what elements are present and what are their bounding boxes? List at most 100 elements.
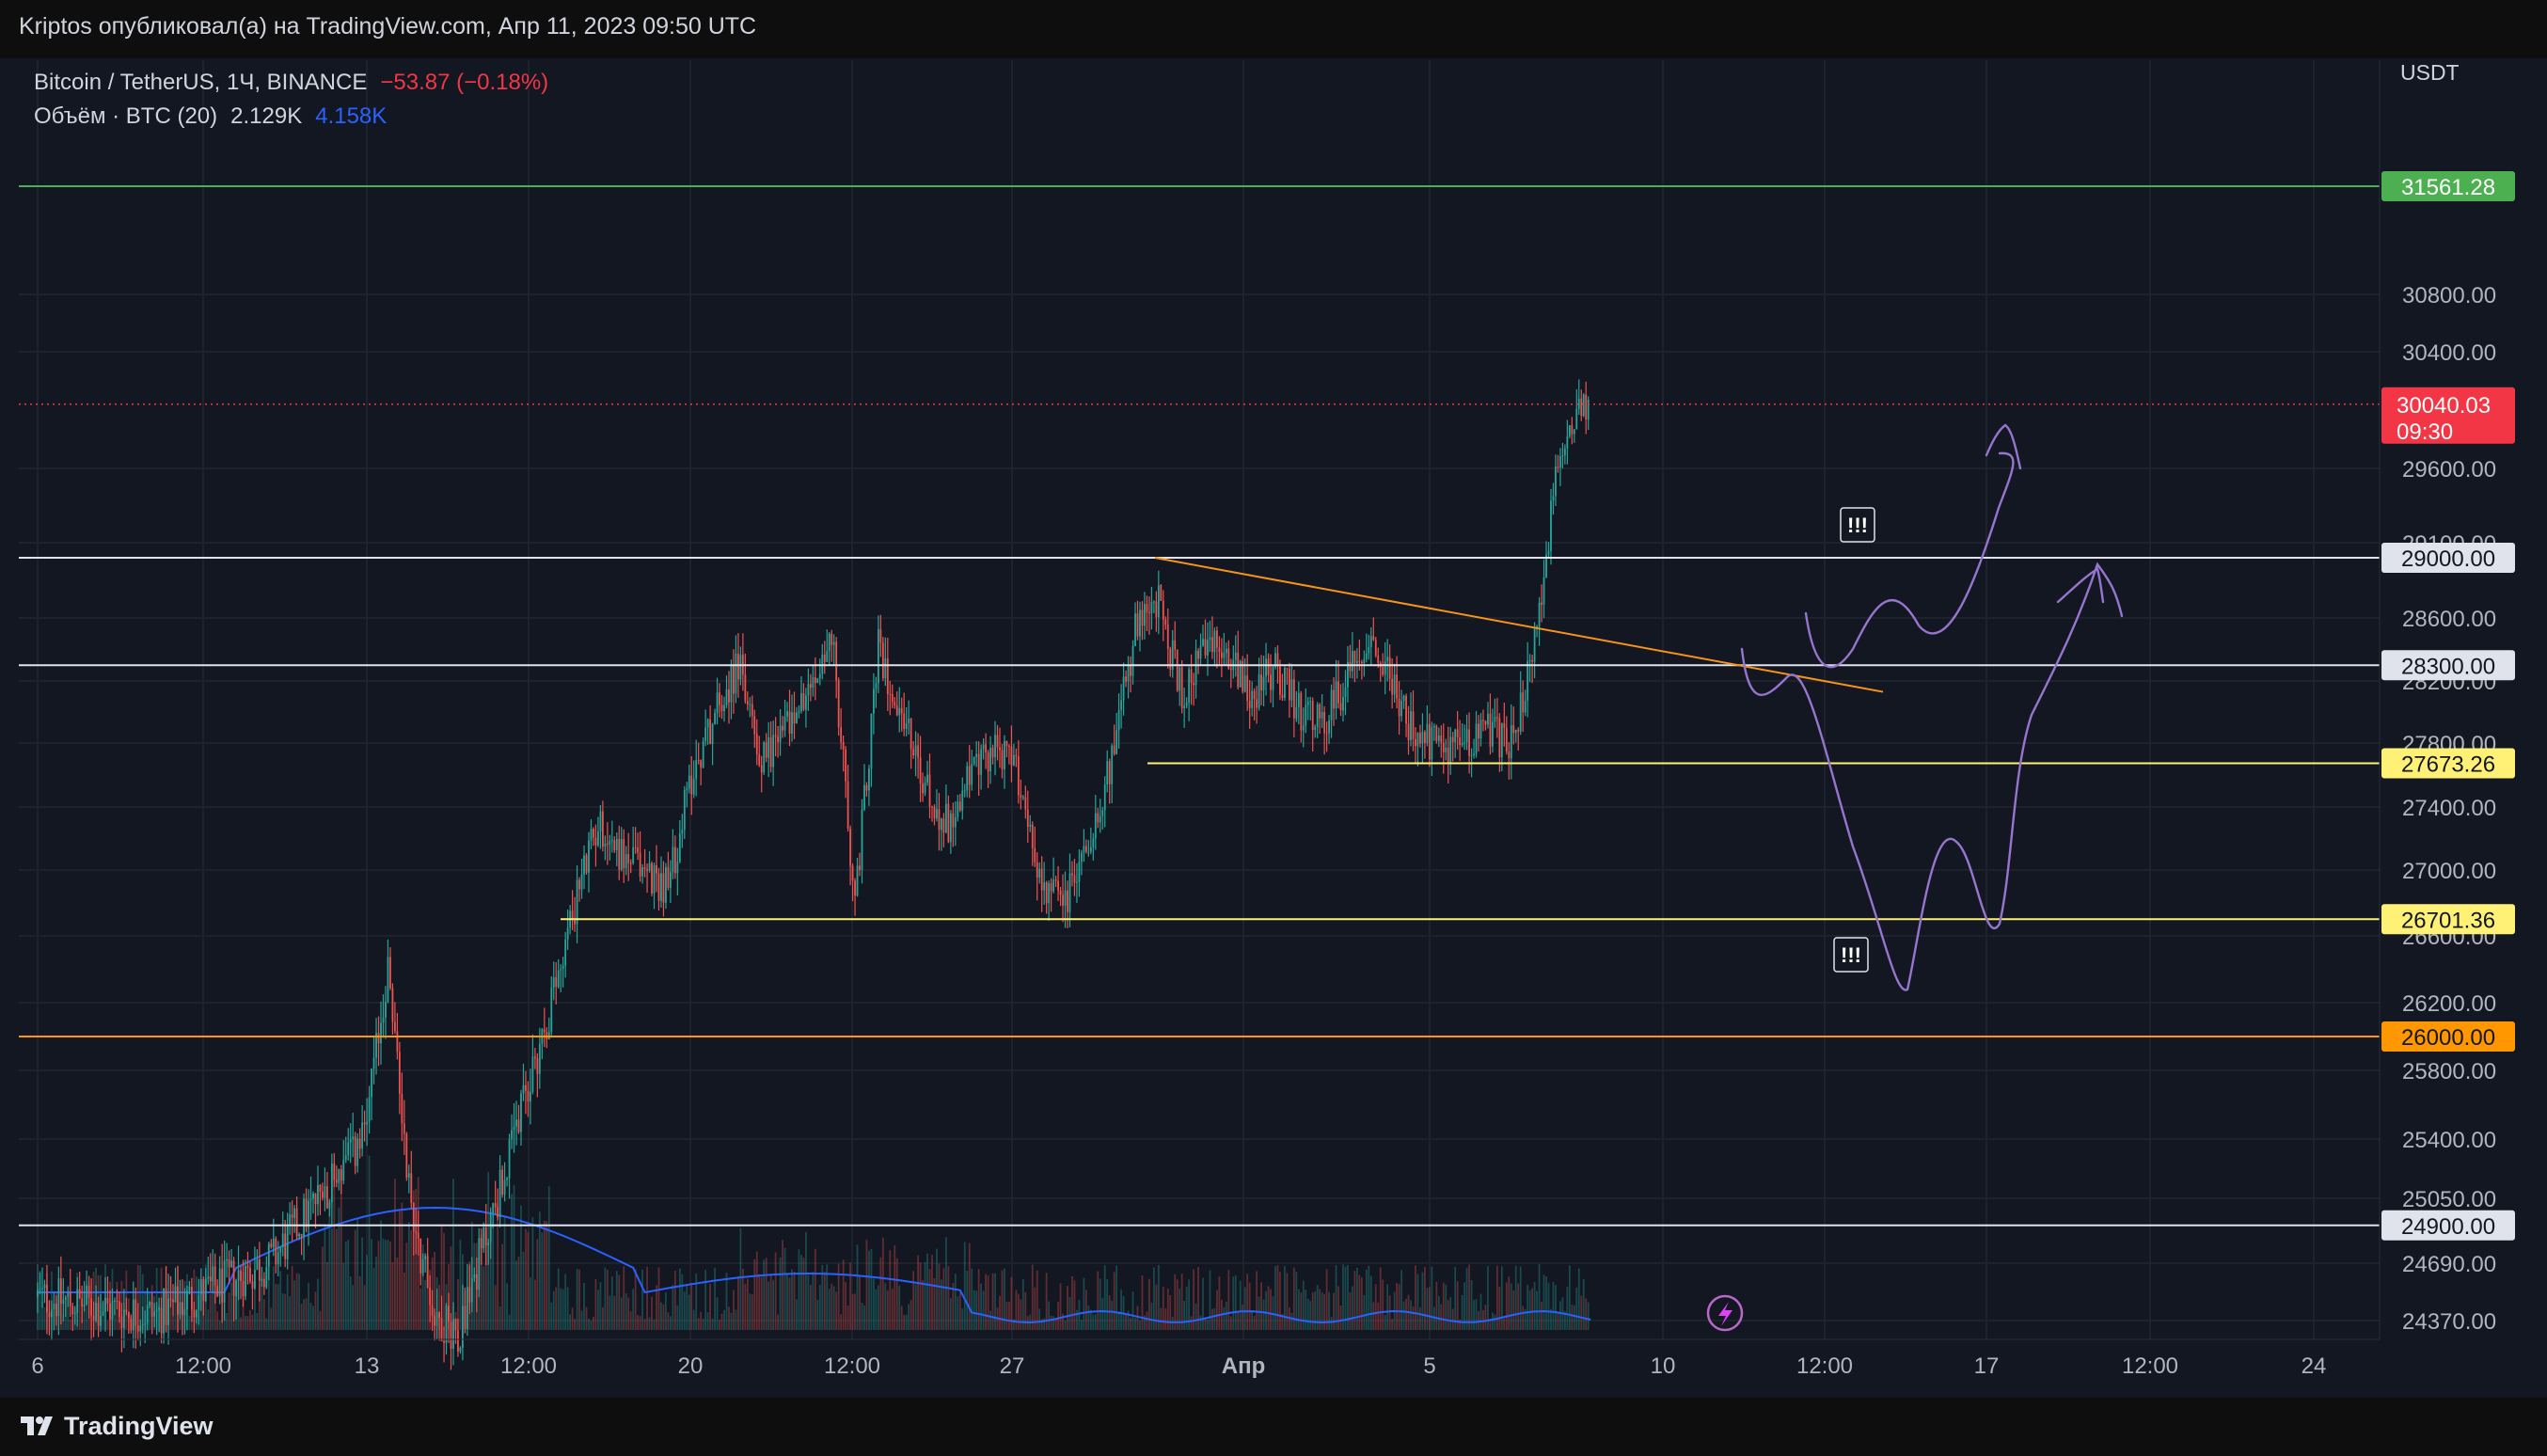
volume-bar xyxy=(716,1297,719,1330)
candle-body xyxy=(683,790,686,831)
volume-bar xyxy=(546,1221,548,1330)
volume-bar xyxy=(172,1315,174,1330)
volume-bar xyxy=(272,1266,275,1330)
volume-bar xyxy=(735,1309,737,1330)
volume-bar xyxy=(531,1217,534,1330)
y-tick-label: 28600.00 xyxy=(2402,607,2496,632)
volume-bar xyxy=(599,1282,602,1330)
candle-body xyxy=(566,927,569,940)
candle-body xyxy=(917,745,919,758)
volume-bar xyxy=(1479,1293,1482,1330)
volume-bar xyxy=(530,1277,531,1330)
candle-body xyxy=(580,874,583,890)
candle-body xyxy=(230,1260,232,1268)
volume-bar xyxy=(149,1292,151,1330)
candle-body xyxy=(807,684,810,696)
candle-body xyxy=(1524,700,1527,713)
candle-body xyxy=(1428,723,1431,760)
volume-bar xyxy=(328,1199,331,1330)
currency-label[interactable]: USDT xyxy=(2400,60,2460,85)
candle-body xyxy=(1204,639,1207,656)
candle-body xyxy=(1144,604,1146,626)
candle-body xyxy=(76,1289,79,1313)
volume-bar xyxy=(763,1259,766,1330)
candle-body xyxy=(1220,652,1223,658)
candle-body xyxy=(961,790,964,811)
y-tick-label: 27000.00 xyxy=(2402,859,2496,884)
x-tick-label: 24 xyxy=(2302,1353,2327,1379)
volume-bar xyxy=(1505,1282,1508,1330)
candle-body xyxy=(601,811,604,847)
candle-body xyxy=(1447,747,1449,764)
candle-body xyxy=(723,704,725,712)
volume-bar xyxy=(963,1242,966,1330)
volume-bar xyxy=(195,1276,198,1330)
candle-body xyxy=(845,749,847,782)
candle-body xyxy=(657,873,660,901)
candle-body xyxy=(928,774,931,807)
tradingview-logo[interactable]: TradingView xyxy=(19,1407,214,1445)
candle-body xyxy=(214,1266,216,1287)
volume-bar xyxy=(1566,1287,1569,1330)
volume-bar xyxy=(298,1274,300,1330)
candle-body xyxy=(298,1234,300,1237)
volume-bar xyxy=(926,1253,928,1330)
volume-bar xyxy=(342,1262,345,1330)
candle-body xyxy=(1202,639,1204,646)
level-label: 31561.28 xyxy=(2401,175,2495,200)
candle-body xyxy=(912,749,915,756)
candle-body xyxy=(758,754,761,766)
candle-body xyxy=(615,838,618,851)
volume-bar xyxy=(398,1210,401,1330)
volume-bar xyxy=(1424,1267,1426,1330)
volume-bar xyxy=(800,1255,802,1330)
volume-bar xyxy=(751,1294,753,1330)
volume-bar xyxy=(728,1306,730,1330)
volume-bar xyxy=(515,1260,517,1330)
candle-body xyxy=(1199,645,1202,659)
candle-body xyxy=(155,1309,158,1312)
candle-body xyxy=(50,1309,53,1318)
volume-bar xyxy=(1352,1286,1353,1330)
volume-bar xyxy=(426,1253,429,1330)
volume-bar xyxy=(1445,1284,1448,1330)
volume-bar xyxy=(1524,1309,1527,1330)
candle-body xyxy=(450,1321,452,1349)
candle-body xyxy=(281,1233,284,1247)
candle-body xyxy=(1498,718,1501,758)
candle-body xyxy=(938,809,941,831)
volume-bar xyxy=(522,1252,525,1330)
candle-body xyxy=(1272,667,1274,690)
candle-body xyxy=(1353,651,1356,664)
candle-body xyxy=(506,1178,508,1180)
volume-bar xyxy=(333,1173,336,1330)
candle-body xyxy=(391,988,394,1022)
candle-body xyxy=(1243,675,1246,692)
volume-label[interactable]: Объём · BTC (20) xyxy=(34,103,218,129)
countdown-label: 09:30 xyxy=(2397,419,2453,445)
volume-bar xyxy=(733,1290,735,1330)
level-label-box xyxy=(2381,904,2515,935)
candle-body xyxy=(415,1230,418,1233)
candle-body xyxy=(958,801,961,811)
volume-bar xyxy=(312,1306,314,1330)
volume-bar xyxy=(1092,1314,1095,1330)
volume-bar xyxy=(1528,1290,1531,1330)
volume-bar xyxy=(1281,1313,1284,1330)
candle-body xyxy=(648,863,651,871)
volume-bar xyxy=(1052,1316,1055,1330)
candle-body xyxy=(1169,648,1172,670)
volume-bar xyxy=(1136,1306,1139,1330)
volume-bar xyxy=(1183,1301,1186,1330)
volume-bar xyxy=(702,1318,704,1330)
candle-body xyxy=(1101,810,1104,816)
symbol-name[interactable]: Bitcoin / TetherUS, 1Ч, BINANCE xyxy=(34,70,368,95)
candle-body xyxy=(952,813,955,828)
candle-body xyxy=(270,1243,273,1247)
candle-body xyxy=(1127,664,1130,682)
volume-bar xyxy=(179,1313,182,1330)
candle-body xyxy=(597,831,599,846)
volume-bar xyxy=(1360,1277,1363,1330)
x-tick-label: 27 xyxy=(1000,1353,1025,1379)
